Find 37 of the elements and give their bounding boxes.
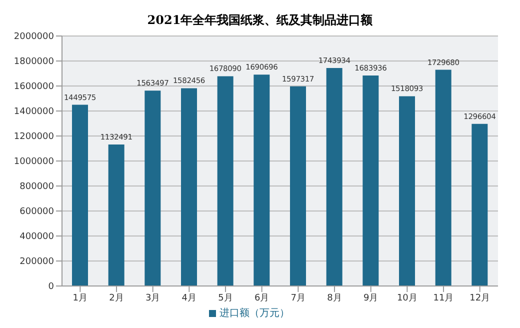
x-tick-label: 8月	[327, 293, 342, 304]
x-tick-label: 10月	[396, 293, 418, 304]
y-tick-label: 200000	[20, 257, 54, 268]
bar	[108, 144, 124, 286]
y-tick-label: 1800000	[14, 57, 54, 68]
x-tick-label: 11月	[433, 293, 454, 304]
bar	[362, 76, 379, 286]
x-tick-label: 7月	[290, 293, 306, 304]
legend-label: 进口额（万元）	[220, 308, 290, 319]
bar	[472, 124, 488, 286]
x-tick-label: 4月	[182, 293, 197, 304]
bar	[144, 90, 161, 286]
y-tick-label: 1600000	[14, 82, 54, 92]
y-tick-label: 1000000	[14, 157, 54, 168]
y-tick-label: 800000	[20, 182, 54, 192]
x-tick-label: 6月	[254, 293, 270, 304]
x-tick-label: 5月	[218, 293, 233, 304]
bar	[290, 86, 306, 286]
y-tick-label: 1200000	[14, 132, 54, 142]
y-tick-label: 400000	[20, 232, 54, 242]
x-tick-label: 9月	[363, 293, 378, 304]
chart-title: 2021年全年我国纸浆、纸及其制品进口额	[146, 12, 374, 29]
bar	[254, 74, 270, 286]
y-tick-label: 1400000	[14, 107, 54, 118]
x-tick-label: 12月	[470, 293, 490, 304]
bar	[399, 96, 415, 286]
bar	[72, 104, 88, 286]
bar	[435, 70, 452, 286]
y-tick-label: 0	[48, 282, 54, 292]
bar	[181, 88, 197, 286]
x-tick-label: 3月	[145, 293, 160, 304]
y-tick-label: 600000	[20, 207, 54, 218]
bar	[217, 76, 234, 286]
bar	[326, 68, 342, 286]
x-tick-label: 1月	[72, 293, 88, 304]
x-tick-label: 2月	[109, 293, 124, 304]
y-tick-label: 2000000	[14, 32, 54, 42]
